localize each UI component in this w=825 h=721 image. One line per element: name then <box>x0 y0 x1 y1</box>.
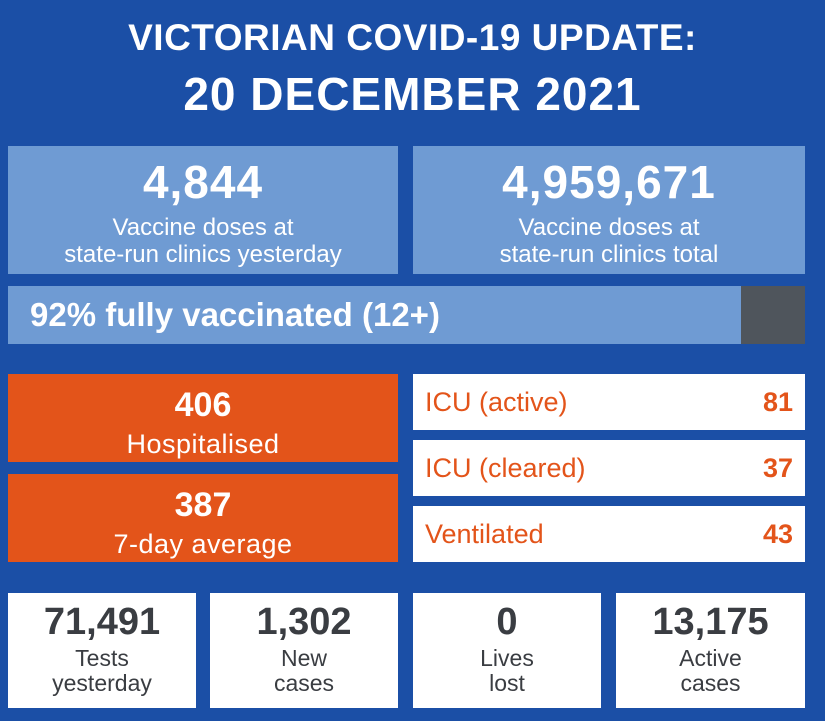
vaccine-doses-yesterday-label-2: state-run clinics yesterday <box>64 241 342 268</box>
active-cases-card: 13,175 Active cases <box>616 593 805 708</box>
lives-lost-label-1: Lives <box>480 645 534 671</box>
vaccination-progress-label: 92% fully vaccinated (12+) <box>30 296 440 333</box>
ventilated-label: Ventilated <box>425 519 544 549</box>
lives-lost-label-2: lost <box>489 670 525 696</box>
new-cases-label-2: cases <box>273 670 335 696</box>
vaccine-doses-yesterday-card: 4,844 Vaccine doses at state-run clinics… <box>8 146 398 274</box>
hospitalised-label: Hospitalised <box>126 429 280 459</box>
ventilated-row: Ventilated 43 <box>413 506 805 562</box>
seven-day-average-label: 7-day average <box>113 529 293 559</box>
new-cases-value: 1,302 <box>256 601 352 643</box>
tests-yesterday-label-2: yesterday <box>52 670 152 696</box>
active-cases-label-2: cases <box>680 670 741 696</box>
icu-active-label: ICU (active) <box>425 387 568 417</box>
page-title-line2: 20 DECEMBER 2021 <box>183 68 642 120</box>
active-cases-label-1: Active <box>679 645 742 671</box>
vaccine-doses-total-label-1: Vaccine doses at <box>518 214 700 241</box>
hospitalised-value: 406 <box>174 386 232 424</box>
vaccine-doses-yesterday-label-1: Vaccine doses at <box>112 214 294 241</box>
vaccine-doses-total-card: 4,959,671 Vaccine doses at state-run cli… <box>413 146 805 274</box>
icu-cleared-label: ICU (cleared) <box>425 453 586 483</box>
seven-day-average-value: 387 <box>174 486 232 524</box>
tests-yesterday-card: 71,491 Tests yesterday <box>8 593 196 708</box>
icu-cleared-row: ICU (cleared) 37 <box>413 440 805 496</box>
icu-cleared-value: 37 <box>762 453 793 483</box>
seven-day-average-card: 387 7-day average <box>8 474 398 562</box>
icu-active-value: 81 <box>762 387 793 417</box>
hospitalised-card: 406 Hospitalised <box>8 374 398 462</box>
lives-lost-card: 0 Lives lost <box>413 593 601 708</box>
vaccine-doses-yesterday-value: 4,844 <box>142 156 264 208</box>
page-title-line1: VICTORIAN COVID-19 UPDATE: <box>128 17 697 58</box>
vaccine-doses-total-label-2: state-run clinics total <box>499 241 719 268</box>
tests-yesterday-label-1: Tests <box>75 645 129 671</box>
new-cases-label-1: New <box>280 645 327 671</box>
vaccine-doses-total-value: 4,959,671 <box>502 156 716 208</box>
vaccination-progress-bar: 92% fully vaccinated (12+) <box>8 286 805 344</box>
tests-yesterday-value: 71,491 <box>43 601 161 643</box>
new-cases-card: 1,302 New cases <box>210 593 398 708</box>
ventilated-value: 43 <box>762 519 793 549</box>
icu-active-row: ICU (active) 81 <box>413 374 805 430</box>
active-cases-value: 13,175 <box>652 601 769 643</box>
vaccination-progress-fill <box>8 286 742 344</box>
lives-lost-value: 0 <box>496 601 518 643</box>
